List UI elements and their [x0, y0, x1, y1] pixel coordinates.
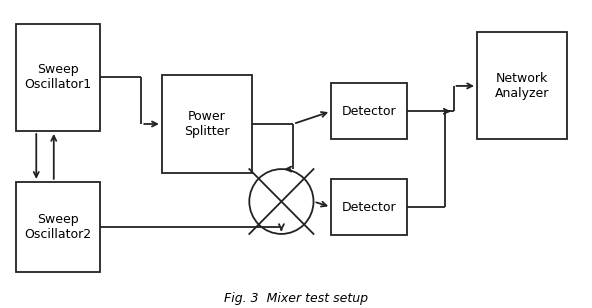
Text: Power
Splitter: Power Splitter [184, 110, 230, 138]
Text: Detector: Detector [342, 105, 396, 118]
Bar [477, 32, 567, 140]
Bar [331, 179, 407, 235]
Text: Fig. 3  Mixer test setup: Fig. 3 Mixer test setup [224, 292, 368, 305]
Text: Sweep
Oscillator1: Sweep Oscillator1 [25, 63, 92, 91]
Bar [16, 182, 101, 272]
Bar [16, 24, 101, 131]
Text: Detector: Detector [342, 201, 396, 214]
Bar [162, 75, 252, 173]
Text: Network
Analyzer: Network Analyzer [495, 72, 549, 100]
Bar [331, 83, 407, 140]
Text: Sweep
Oscillator2: Sweep Oscillator2 [25, 213, 92, 241]
